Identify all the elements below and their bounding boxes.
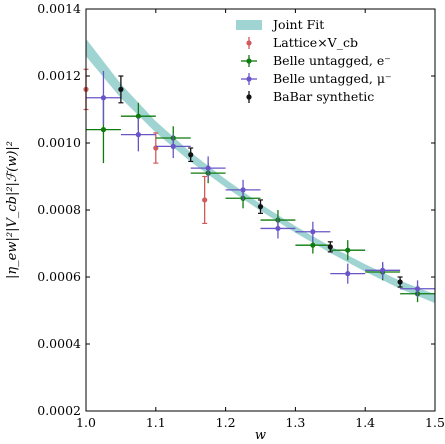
legend-label-joint-fit: Joint Fit <box>271 17 324 32</box>
x-tick-label: 1.4 <box>355 415 375 430</box>
series-0 <box>83 68 208 224</box>
legend-marker-dot <box>246 58 252 64</box>
y-tick-label: 0.0008 <box>37 202 81 217</box>
legend-label-3: BaBar synthetic <box>273 89 374 104</box>
data-point <box>380 267 386 273</box>
data-point <box>100 95 107 101</box>
data-point <box>240 187 246 193</box>
x-tick-label: 1.1 <box>146 415 166 430</box>
data-point <box>414 286 421 292</box>
data-point <box>205 165 211 171</box>
legend-marker-dot <box>246 94 252 100</box>
data-point <box>310 242 316 248</box>
data-point <box>327 244 333 250</box>
legend-marker-dot <box>246 76 252 82</box>
x-axis-label: w <box>255 428 266 443</box>
x-tick-label: 1.3 <box>285 415 305 430</box>
ticks-layer: 1.0 1.1 1.2 1.3 1.4 1.5 0.0002 0.0004 0.0006 0.00… <box>37 1 445 430</box>
series-3 <box>118 75 403 288</box>
y-tick-label: 0.0006 <box>37 269 81 284</box>
data-points-layer <box>83 68 435 303</box>
legend-swatch-joint-fit <box>236 20 262 30</box>
legend-label-1: Belle untagged, e⁻ <box>273 53 391 68</box>
data-point <box>345 271 351 277</box>
y-tick-label: 0.0012 <box>37 68 81 83</box>
data-point <box>345 247 351 253</box>
legend-marker-dot <box>246 40 252 46</box>
data-point <box>397 279 403 285</box>
y-axis-label: |η_ew|²|V_cb|²|ℱ(w)|² <box>5 141 20 279</box>
data-point <box>202 197 208 203</box>
y-tick-label: 0.0014 <box>37 1 81 16</box>
legend-label-2: Belle untagged, μ⁻ <box>273 71 392 86</box>
data-point <box>310 229 316 235</box>
legend: Joint Fit Lattice×V_cb Belle untagged, e⁻ B… <box>236 17 392 104</box>
data-point <box>188 152 194 158</box>
data-point <box>275 225 281 232</box>
y-tick-label: 0.0010 <box>37 135 81 150</box>
y-tick-label: 0.0004 <box>37 336 81 351</box>
legend-label-0: Lattice×V_cb <box>273 35 358 50</box>
data-point <box>257 204 264 210</box>
x-tick-label: 1.0 <box>76 415 96 430</box>
y-tick-label: 0.0002 <box>37 403 81 418</box>
series-2 <box>86 70 435 298</box>
data-point <box>135 113 141 119</box>
data-point <box>135 132 141 138</box>
x-tick-label: 1.5 <box>425 415 445 430</box>
data-point <box>170 143 176 149</box>
x-tick-label: 1.2 <box>216 415 236 430</box>
data-point <box>118 86 124 92</box>
data-point <box>100 127 107 133</box>
